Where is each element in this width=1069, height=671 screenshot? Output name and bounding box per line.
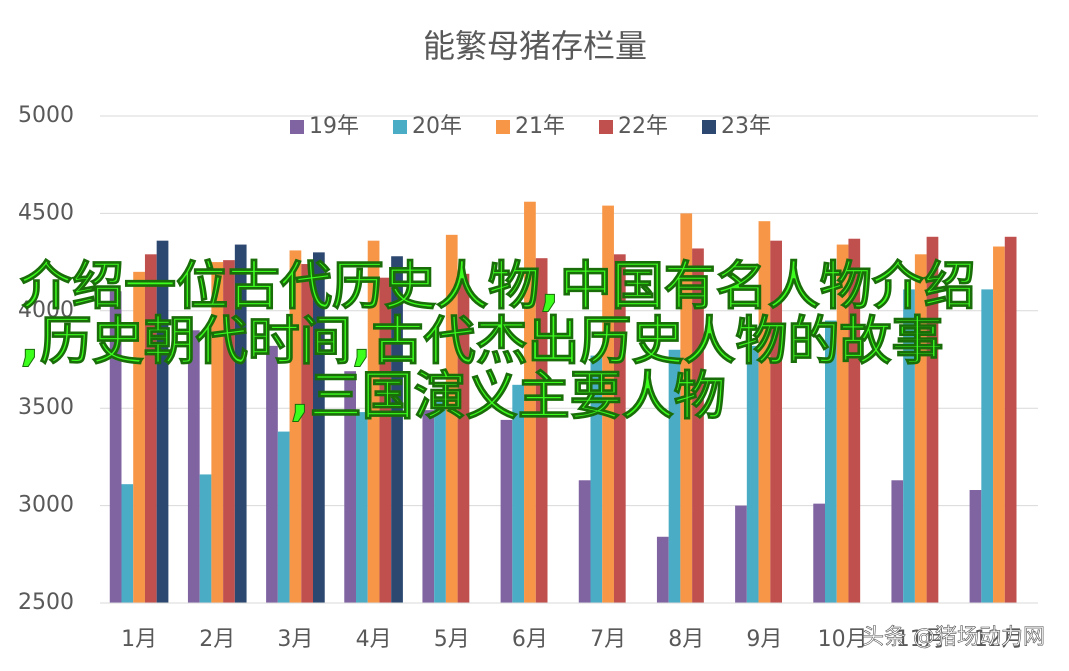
legend-label: 20年 <box>412 114 462 139</box>
x-tick-label: 1月 <box>121 627 157 652</box>
x-tick-label: 8月 <box>668 627 704 652</box>
y-tick-label: 4500 <box>18 200 74 225</box>
y-tick-label: 3500 <box>18 395 74 420</box>
x-tick-label: 5月 <box>434 627 470 652</box>
bar <box>524 201 536 603</box>
bar <box>813 503 825 603</box>
bar <box>277 431 290 603</box>
bar <box>824 320 837 603</box>
bar <box>391 256 403 603</box>
bar <box>133 271 145 603</box>
bar <box>121 484 134 603</box>
bar <box>735 505 747 603</box>
legend-label: 21年 <box>515 114 565 139</box>
bar <box>223 260 235 603</box>
bar <box>234 244 247 603</box>
bar <box>512 384 525 603</box>
bar <box>848 238 861 603</box>
bar <box>422 410 435 603</box>
x-tick-label: 10月 <box>818 627 868 652</box>
bar <box>266 345 278 603</box>
bar <box>199 474 212 603</box>
bar <box>500 419 513 603</box>
x-tick-label: 7月 <box>590 627 626 652</box>
bar <box>590 355 603 603</box>
bar <box>891 480 904 603</box>
bar <box>602 205 614 603</box>
bar <box>613 254 626 604</box>
overlay-text: ,历史朝代时间,古代杰出历史人物的故事 <box>20 312 944 372</box>
x-tick-label: 2月 <box>199 627 235 652</box>
bar <box>1004 236 1017 603</box>
bar <box>758 221 771 603</box>
overlay-text: ,三国演义主要人物 <box>290 367 726 427</box>
legend-label: 23年 <box>721 114 771 139</box>
x-tick-label: 6月 <box>512 627 548 652</box>
legend-swatch <box>496 120 510 134</box>
bar <box>692 248 704 604</box>
y-tick-label: 2500 <box>18 590 74 615</box>
bar <box>926 236 939 603</box>
x-tick-label: 3月 <box>277 627 313 652</box>
x-tick-label: 11月 <box>896 627 946 652</box>
x-tick-label: 4月 <box>356 627 392 652</box>
bar <box>144 254 157 604</box>
bar <box>156 240 169 603</box>
x-tick-label: 9月 <box>746 627 782 652</box>
y-tick-label: 3000 <box>18 493 74 518</box>
legend-label: 19年 <box>309 114 359 139</box>
bar <box>344 371 356 603</box>
bar <box>680 213 693 603</box>
bar <box>457 273 470 603</box>
bar <box>445 234 458 603</box>
bar <box>668 349 681 603</box>
bar <box>836 244 849 603</box>
bar <box>211 262 224 603</box>
bar <box>187 330 200 603</box>
bar <box>578 480 591 603</box>
bar <box>770 240 783 603</box>
bar <box>746 345 759 603</box>
legend-swatch <box>290 120 304 134</box>
y-tick-label: 5000 <box>18 103 74 128</box>
bar <box>367 240 380 603</box>
bar <box>969 490 982 603</box>
legend-label: 22年 <box>618 114 668 139</box>
legend-swatch <box>393 120 407 134</box>
bar <box>289 250 302 604</box>
watermark: 头条 @猪场动力网 <box>862 625 1045 650</box>
overlay-text: 介绍一位古代历史人物,中国有名人物介绍 <box>20 257 976 317</box>
bar <box>903 289 915 603</box>
bar <box>434 400 446 603</box>
bar <box>993 246 1005 604</box>
legend-swatch <box>702 120 716 134</box>
chart-title: 能繁母猪存栏量 <box>423 27 647 65</box>
bar <box>535 258 548 603</box>
bar <box>914 254 927 604</box>
bar <box>355 412 368 603</box>
bar <box>379 277 392 603</box>
bar <box>313 252 325 604</box>
x-tick-label: 12月 <box>974 627 1024 652</box>
legend-swatch <box>599 120 613 134</box>
bar <box>656 536 669 603</box>
bar <box>109 291 122 603</box>
bar <box>981 289 994 603</box>
bar <box>301 264 314 603</box>
y-tick-label: 4000 <box>18 298 74 323</box>
